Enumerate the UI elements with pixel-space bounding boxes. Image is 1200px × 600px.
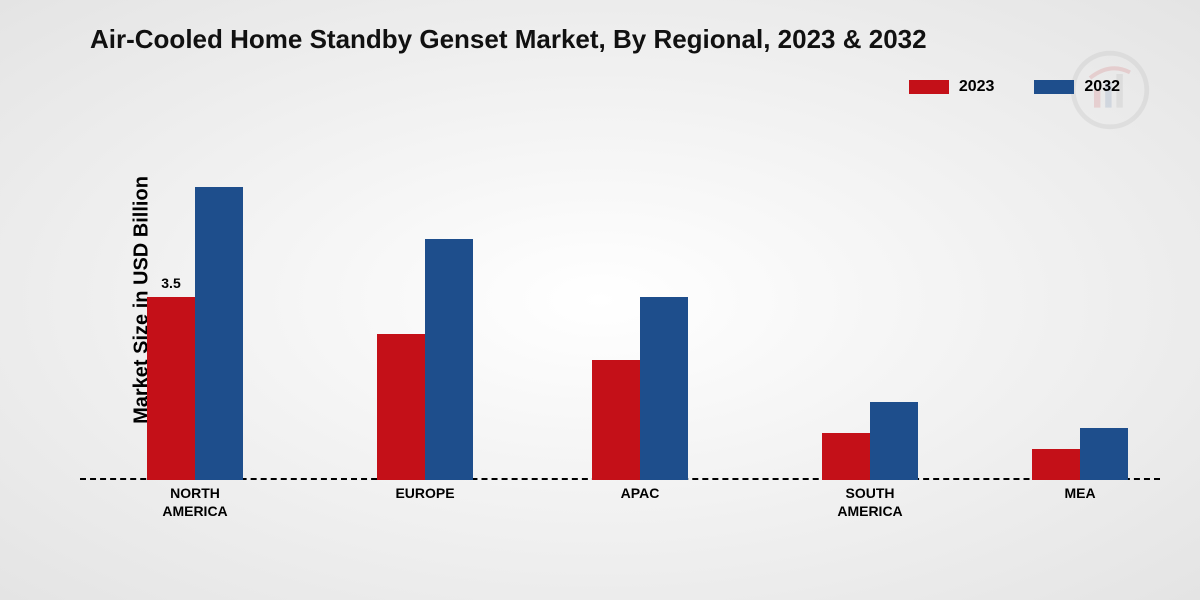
bar-group-sa — [810, 402, 930, 480]
bar-group-apac — [580, 297, 700, 480]
bar-apac-2023 — [592, 360, 640, 480]
x-label-sa: SOUTH AMERICA — [810, 484, 930, 520]
bar-group-eu — [365, 239, 485, 480]
bar-mea-2032 — [1080, 428, 1128, 480]
bar-sa-2032 — [870, 402, 918, 480]
plot-area: 3.5 — [80, 140, 1160, 480]
bar-sa-2023 — [822, 433, 870, 480]
legend: 2023 2032 — [909, 78, 1120, 96]
x-label-na: NORTH AMERICA — [135, 484, 255, 520]
bar-na-2032 — [195, 187, 243, 480]
x-axis-labels: NORTH AMERICA EUROPE APAC SOUTH AMERICA MEA — [80, 484, 1160, 544]
bar-value-label: 3.5 — [161, 275, 180, 291]
chart-title: Air-Cooled Home Standby Genset Market, B… — [90, 24, 927, 55]
bar-eu-2023 — [377, 334, 425, 480]
x-label-mea: MEA — [1020, 484, 1140, 502]
x-label-apac: APAC — [580, 484, 700, 502]
legend-item-2032: 2032 — [1034, 78, 1120, 96]
bar-eu-2032 — [425, 239, 473, 480]
legend-swatch-2032 — [1034, 80, 1074, 94]
bar-mea-2023 — [1032, 449, 1080, 480]
bar-na-2023: 3.5 — [147, 297, 195, 480]
legend-item-2023: 2023 — [909, 78, 995, 96]
bar-group-mea — [1020, 428, 1140, 480]
bar-apac-2032 — [640, 297, 688, 480]
legend-label-2023: 2023 — [959, 78, 995, 96]
x-label-eu: EUROPE — [365, 484, 485, 502]
legend-swatch-2023 — [909, 80, 949, 94]
legend-label-2032: 2032 — [1084, 78, 1120, 96]
bar-group-na: 3.5 — [135, 187, 255, 480]
